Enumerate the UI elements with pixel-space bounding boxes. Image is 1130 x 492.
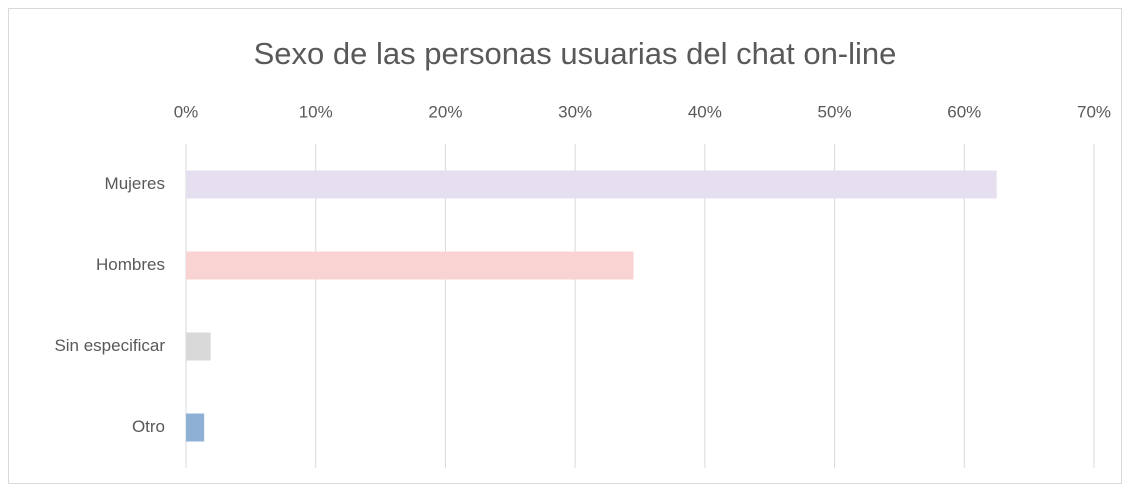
- y-tick-label: Otro: [132, 417, 165, 436]
- bar: [186, 170, 997, 199]
- y-tick-label: Mujeres: [105, 174, 165, 193]
- x-tick-label: 20%: [428, 102, 462, 121]
- x-tick-label: 0%: [174, 102, 199, 121]
- chart-frame: [8, 8, 1122, 484]
- x-tick-label: 50%: [818, 102, 852, 121]
- x-tick-label: 60%: [947, 102, 981, 121]
- x-tick-label: 70%: [1077, 102, 1111, 121]
- x-tick-label: 40%: [688, 102, 722, 121]
- x-tick-label: 10%: [299, 102, 333, 121]
- chart-title: Sexo de las personas usuarias del chat o…: [254, 36, 897, 71]
- y-tick-label: Sin especificar: [54, 336, 165, 355]
- bar: [186, 413, 205, 442]
- bar: [186, 332, 211, 361]
- x-tick-label: 30%: [558, 102, 592, 121]
- bar: [186, 251, 634, 280]
- y-tick-label: Hombres: [96, 255, 165, 274]
